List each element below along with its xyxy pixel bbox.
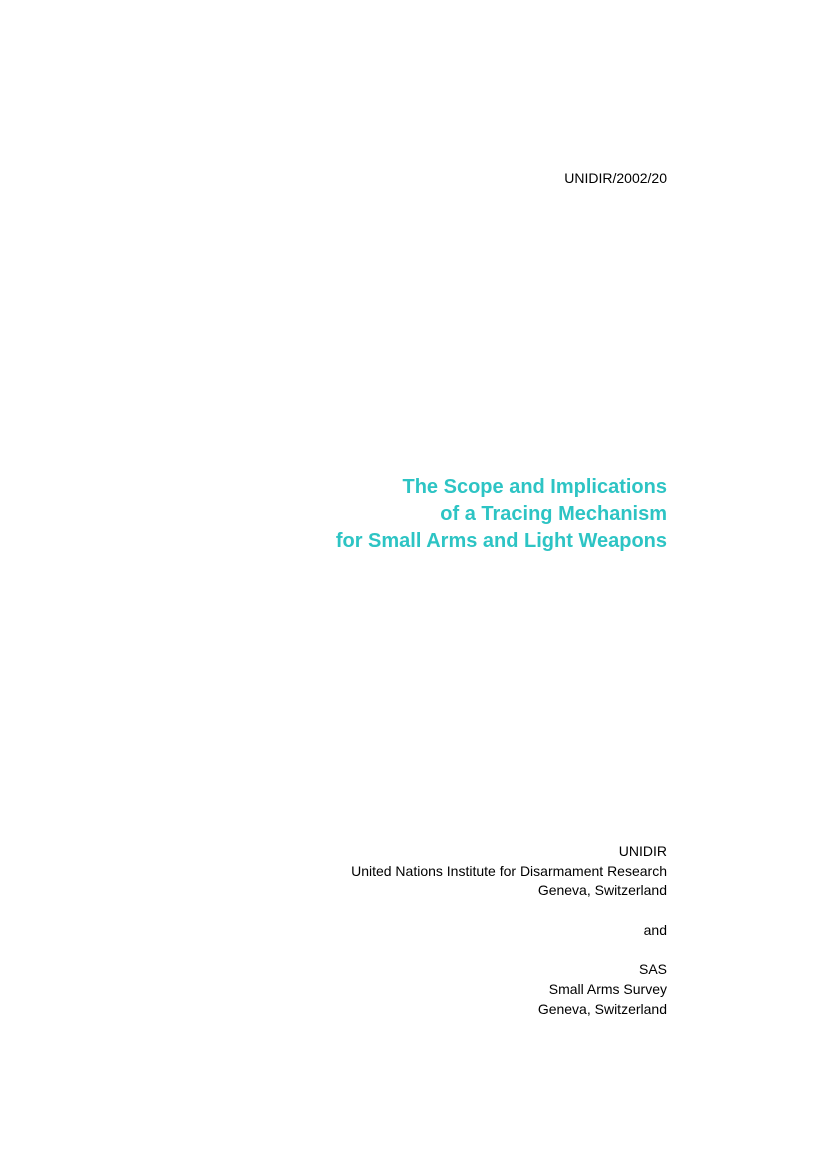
publisher-2-full: Small Arms Survey <box>351 980 667 1000</box>
publisher-2-abbr: SAS <box>351 960 667 980</box>
document-title: The Scope and Implications of a Tracing … <box>336 474 667 555</box>
publisher-2-location: Geneva, Switzerland <box>351 1000 667 1020</box>
publisher-1-abbr: UNIDIR <box>351 842 667 862</box>
publisher-1-full: United Nations Institute for Disarmament… <box>351 862 667 882</box>
title-line-3: for Small Arms and Light Weapons <box>336 528 667 555</box>
publisher-block: UNIDIR United Nations Institute for Disa… <box>351 842 667 1019</box>
title-line-1: The Scope and Implications <box>336 474 667 501</box>
title-line-2: of a Tracing Mechanism <box>336 501 667 528</box>
publisher-connector: and <box>351 921 667 941</box>
publisher-1-location: Geneva, Switzerland <box>351 881 667 901</box>
publisher-2: SAS Small Arms Survey Geneva, Switzerlan… <box>351 960 667 1019</box>
publisher-1: UNIDIR United Nations Institute for Disa… <box>351 842 667 901</box>
document-id: UNIDIR/2002/20 <box>564 170 667 186</box>
